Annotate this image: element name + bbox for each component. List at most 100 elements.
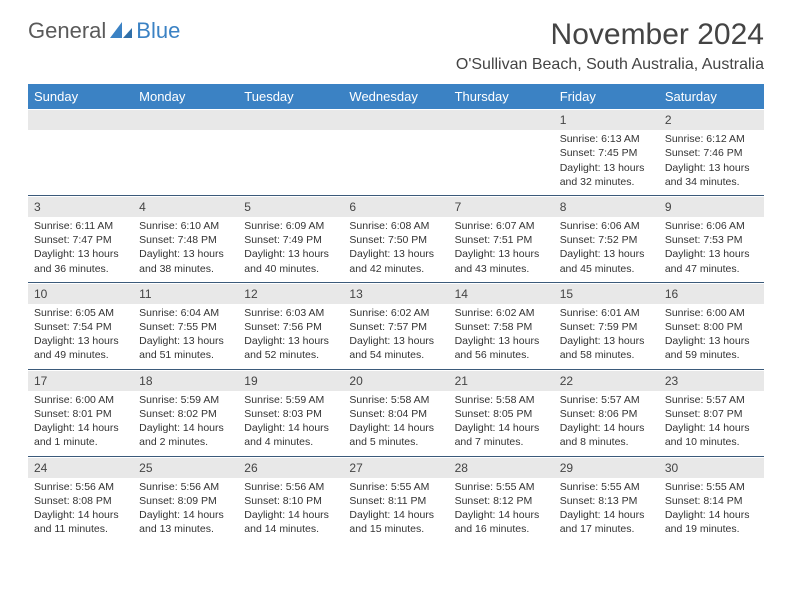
calendar-cell-body: Sunrise: 6:03 AMSunset: 7:56 PMDaylight:… <box>238 304 343 369</box>
calendar-cell-daynum: 7 <box>449 195 554 217</box>
calendar-cell-daynum <box>133 109 238 130</box>
calendar-cell-body: Sunrise: 6:12 AMSunset: 7:46 PMDaylight:… <box>659 130 764 195</box>
day-details: Sunrise: 6:02 AMSunset: 7:57 PMDaylight:… <box>343 304 448 369</box>
day-number: 6 <box>343 196 448 217</box>
day-number: 22 <box>554 370 659 391</box>
weekday-header-row: Sunday Monday Tuesday Wednesday Thursday… <box>28 84 764 109</box>
day-number: 15 <box>554 283 659 304</box>
brand-part1: General <box>28 18 106 44</box>
calendar-cell-daynum: 30 <box>659 456 764 478</box>
day-details: Sunrise: 6:12 AMSunset: 7:46 PMDaylight:… <box>659 130 764 195</box>
daylight-line: Daylight: 13 hours and 54 minutes. <box>349 334 442 362</box>
header: General Blue November 2024 O'Sullivan Be… <box>28 18 764 74</box>
weekday-header: Thursday <box>449 84 554 109</box>
day-details: Sunrise: 5:55 AMSunset: 8:13 PMDaylight:… <box>554 478 659 543</box>
sunrise-line: Sunrise: 6:03 AM <box>244 306 337 320</box>
calendar-cell-body: Sunrise: 6:06 AMSunset: 7:52 PMDaylight:… <box>554 217 659 282</box>
sunrise-line: Sunrise: 5:59 AM <box>244 393 337 407</box>
day-details: Sunrise: 5:55 AMSunset: 8:14 PMDaylight:… <box>659 478 764 543</box>
brand-part2: Blue <box>136 18 180 44</box>
sunrise-line: Sunrise: 6:04 AM <box>139 306 232 320</box>
calendar-cell-body: Sunrise: 5:55 AMSunset: 8:13 PMDaylight:… <box>554 478 659 543</box>
sunrise-line: Sunrise: 5:55 AM <box>349 480 442 494</box>
day-details <box>133 130 238 186</box>
daylight-line: Daylight: 14 hours and 10 minutes. <box>665 421 758 449</box>
sunset-line: Sunset: 8:03 PM <box>244 407 337 421</box>
day-number: 14 <box>449 283 554 304</box>
calendar-cell-body: Sunrise: 6:01 AMSunset: 7:59 PMDaylight:… <box>554 304 659 369</box>
daylight-line: Daylight: 14 hours and 4 minutes. <box>244 421 337 449</box>
sunrise-line: Sunrise: 5:57 AM <box>560 393 653 407</box>
sunset-line: Sunset: 7:49 PM <box>244 233 337 247</box>
calendar-cell-body: Sunrise: 6:05 AMSunset: 7:54 PMDaylight:… <box>28 304 133 369</box>
calendar-cell-daynum: 25 <box>133 456 238 478</box>
brand-logo: General Blue <box>28 18 180 44</box>
daylight-line: Daylight: 13 hours and 47 minutes. <box>665 247 758 275</box>
calendar-cell-body: Sunrise: 5:58 AMSunset: 8:05 PMDaylight:… <box>449 391 554 456</box>
day-number: 21 <box>449 370 554 391</box>
calendar-cell-daynum: 2 <box>659 109 764 130</box>
calendar-cell-body: Sunrise: 6:06 AMSunset: 7:53 PMDaylight:… <box>659 217 764 282</box>
sunset-line: Sunset: 7:51 PM <box>455 233 548 247</box>
calendar-cell-body <box>343 130 448 195</box>
calendar-cell-daynum: 12 <box>238 282 343 304</box>
day-number <box>449 109 554 130</box>
sunrise-line: Sunrise: 5:58 AM <box>455 393 548 407</box>
sunset-line: Sunset: 8:05 PM <box>455 407 548 421</box>
calendar-cell-daynum: 1 <box>554 109 659 130</box>
calendar-cell-daynum: 4 <box>133 195 238 217</box>
sunrise-line: Sunrise: 6:08 AM <box>349 219 442 233</box>
day-number: 24 <box>28 457 133 478</box>
sunset-line: Sunset: 7:53 PM <box>665 233 758 247</box>
page-title: November 2024 <box>456 18 764 52</box>
calendar-cell-body: Sunrise: 6:07 AMSunset: 7:51 PMDaylight:… <box>449 217 554 282</box>
calendar-cell-daynum: 10 <box>28 282 133 304</box>
day-details <box>28 130 133 186</box>
day-details: Sunrise: 6:04 AMSunset: 7:55 PMDaylight:… <box>133 304 238 369</box>
sunset-line: Sunset: 8:01 PM <box>34 407 127 421</box>
calendar-cell-daynum: 16 <box>659 282 764 304</box>
calendar-cell-body <box>449 130 554 195</box>
calendar-cell-body <box>238 130 343 195</box>
sunrise-line: Sunrise: 5:59 AM <box>139 393 232 407</box>
daylight-line: Daylight: 14 hours and 5 minutes. <box>349 421 442 449</box>
day-details: Sunrise: 5:56 AMSunset: 8:10 PMDaylight:… <box>238 478 343 543</box>
day-number: 12 <box>238 283 343 304</box>
daylight-line: Daylight: 13 hours and 52 minutes. <box>244 334 337 362</box>
day-number: 25 <box>133 457 238 478</box>
sunrise-line: Sunrise: 6:10 AM <box>139 219 232 233</box>
calendar-cell-body: Sunrise: 5:55 AMSunset: 8:14 PMDaylight:… <box>659 478 764 543</box>
day-number: 4 <box>133 196 238 217</box>
calendar-cell-body: Sunrise: 5:57 AMSunset: 8:06 PMDaylight:… <box>554 391 659 456</box>
weekday-header: Friday <box>554 84 659 109</box>
daylight-line: Daylight: 13 hours and 38 minutes. <box>139 247 232 275</box>
sunrise-line: Sunrise: 6:02 AM <box>455 306 548 320</box>
week-daynum-row: 12 <box>28 109 764 130</box>
day-details: Sunrise: 5:55 AMSunset: 8:12 PMDaylight:… <box>449 478 554 543</box>
sunset-line: Sunset: 8:14 PM <box>665 494 758 508</box>
calendar-cell-daynum: 20 <box>343 369 448 391</box>
day-details <box>238 130 343 186</box>
sunset-line: Sunset: 8:00 PM <box>665 320 758 334</box>
week-daynum-row: 10111213141516 <box>28 282 764 304</box>
calendar-cell-body: Sunrise: 6:11 AMSunset: 7:47 PMDaylight:… <box>28 217 133 282</box>
day-details: Sunrise: 6:05 AMSunset: 7:54 PMDaylight:… <box>28 304 133 369</box>
day-details: Sunrise: 5:59 AMSunset: 8:02 PMDaylight:… <box>133 391 238 456</box>
sunset-line: Sunset: 7:45 PM <box>560 146 653 160</box>
weekday-header: Saturday <box>659 84 764 109</box>
daylight-line: Daylight: 14 hours and 16 minutes. <box>455 508 548 536</box>
day-number: 7 <box>449 196 554 217</box>
calendar-cell-body: Sunrise: 5:55 AMSunset: 8:12 PMDaylight:… <box>449 478 554 543</box>
calendar-cell-daynum: 15 <box>554 282 659 304</box>
day-details: Sunrise: 6:01 AMSunset: 7:59 PMDaylight:… <box>554 304 659 369</box>
day-details <box>449 130 554 186</box>
calendar-cell-body: Sunrise: 5:59 AMSunset: 8:03 PMDaylight:… <box>238 391 343 456</box>
calendar-cell-body: Sunrise: 6:08 AMSunset: 7:50 PMDaylight:… <box>343 217 448 282</box>
sunset-line: Sunset: 7:54 PM <box>34 320 127 334</box>
calendar-cell-body: Sunrise: 5:56 AMSunset: 8:09 PMDaylight:… <box>133 478 238 543</box>
calendar-cell-body: Sunrise: 5:58 AMSunset: 8:04 PMDaylight:… <box>343 391 448 456</box>
calendar-cell-daynum: 19 <box>238 369 343 391</box>
day-details: Sunrise: 5:57 AMSunset: 8:06 PMDaylight:… <box>554 391 659 456</box>
weekday-header: Sunday <box>28 84 133 109</box>
sunset-line: Sunset: 8:04 PM <box>349 407 442 421</box>
